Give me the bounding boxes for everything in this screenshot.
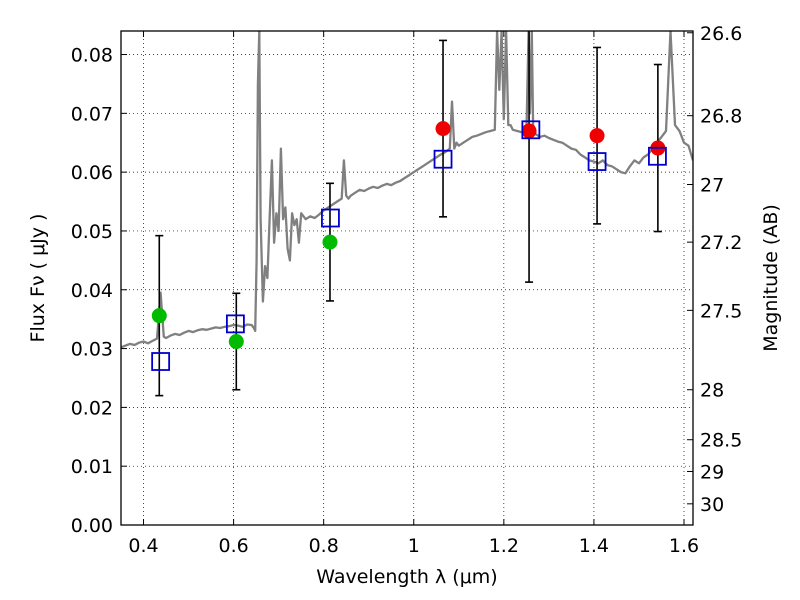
model-point <box>648 146 667 166</box>
right-tick-label: 27.5 <box>700 300 742 322</box>
y-tick-label: 0.06 <box>71 162 113 184</box>
y-axis-label-right: Magnitude (AB) <box>760 204 782 352</box>
x-axis: 0.4 0.6 0.8 1 1.2 1.4 1.6 <box>128 31 699 557</box>
plot-frame <box>120 30 694 526</box>
model-point <box>587 152 607 171</box>
y-axis-label: Flux Fν ( μJy ) <box>27 214 49 343</box>
model-point <box>321 208 340 228</box>
spectrum-line <box>121 31 693 349</box>
y-axis-right: 26.6 26.8 27 27.2 27.5 28 28.5 29 30 <box>687 23 742 516</box>
y-tick-label: 0.02 <box>71 397 113 419</box>
x-tick-label: 0.8 <box>309 535 339 557</box>
model-point <box>521 120 541 140</box>
plot-area <box>121 31 693 525</box>
x-tick-label: 0.4 <box>128 535 158 557</box>
x-tick-label: 1.6 <box>669 535 699 557</box>
y-tick-label: 0.00 <box>71 515 113 537</box>
data-point <box>435 121 451 137</box>
model-point <box>225 314 245 334</box>
data-point <box>589 128 605 144</box>
marker-layer <box>151 120 667 371</box>
data-point <box>521 123 537 139</box>
model-point <box>151 352 171 371</box>
y-tick-label: 0.04 <box>71 280 113 302</box>
x-tick-label: 1 <box>408 535 420 557</box>
y-axis-left: 0.00 0.01 0.02 0.03 0.04 0.05 0.06 0.07 0.08 <box>71 45 127 537</box>
x-tick-label: 1.4 <box>579 535 609 557</box>
right-tick-label: 26.6 <box>700 23 742 45</box>
right-tick-label: 27 <box>700 174 724 196</box>
x-tick-label: 1.2 <box>489 535 519 557</box>
data-point <box>151 308 167 324</box>
x-axis-label: Wavelength λ (μm) <box>316 566 497 588</box>
right-tick-label: 28.5 <box>700 430 742 452</box>
right-tick-label: 29 <box>700 461 724 483</box>
y-tick-label: 0.05 <box>71 221 113 243</box>
right-tick-label: 30 <box>700 494 724 516</box>
y-tick-label: 0.01 <box>71 456 113 478</box>
spectrum-layer <box>121 31 693 349</box>
right-tick-label: 26.8 <box>700 106 742 128</box>
right-tick-label: 28 <box>700 380 724 402</box>
data-point <box>322 234 338 250</box>
x-tick-label: 0.6 <box>218 535 248 557</box>
right-tick-label: 27.2 <box>700 232 742 254</box>
y-tick-label: 0.07 <box>71 103 113 125</box>
model-point <box>433 149 453 169</box>
y-tick-label: 0.03 <box>71 339 113 361</box>
y-tick-label: 0.08 <box>71 45 113 67</box>
data-point <box>228 334 244 350</box>
